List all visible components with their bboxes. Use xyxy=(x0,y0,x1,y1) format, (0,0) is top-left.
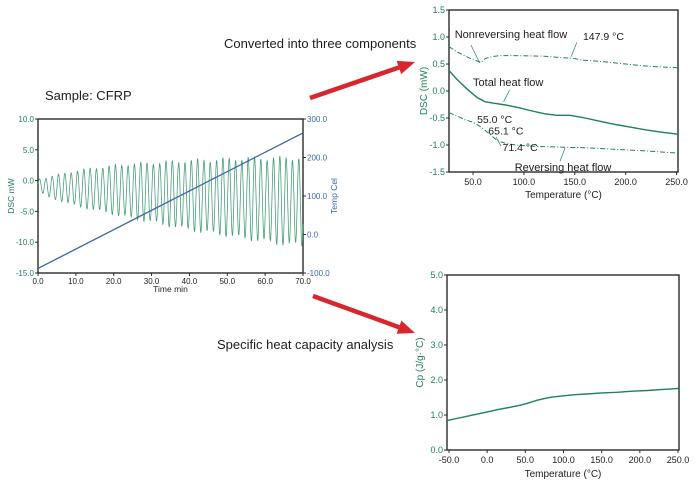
annotation-55-0-c: 55.0 °C xyxy=(477,114,513,126)
y-tick-right-label: -100.0 xyxy=(307,269,330,278)
y-axis-label: Cp (J/g·°C) xyxy=(415,337,426,387)
y-tick-right-label: 0.0 xyxy=(307,231,319,240)
annotation-reversing-heat-flow: Reversing heat flow xyxy=(515,162,612,174)
y-axis-right-label: Temp Cel xyxy=(329,178,339,214)
x-tick-label: 50.0 xyxy=(219,277,235,286)
y-axis-label: DSC (mW) xyxy=(419,67,430,115)
y-tick-label: 1.5 xyxy=(432,5,445,15)
x-tick-label: 50.0 xyxy=(464,177,482,187)
y-tick-label: 10.0 xyxy=(18,115,34,124)
x-tick-label: 100.0 xyxy=(552,455,575,465)
x-tick-label: 40.0 xyxy=(182,277,198,286)
x-tick-label: -50.0 xyxy=(439,455,460,465)
x-axis-label: Time min xyxy=(153,284,188,294)
y-tick-label: -1.5 xyxy=(429,167,445,177)
y-tick-label: 0.5 xyxy=(432,59,445,69)
x-tick-label: 10.0 xyxy=(68,277,84,286)
plot-frame xyxy=(446,274,680,451)
arrow-to-components-shaft xyxy=(309,65,400,101)
leader-71-4-c xyxy=(495,136,502,147)
x-tick-label: 250.0 xyxy=(667,455,690,465)
series-nonreversing-heat-flow xyxy=(448,46,679,69)
y-tick-label: -1.0 xyxy=(429,140,445,150)
cp-chart: -50.0 0.0 50.0 100.0 150.0 200.0 250.05.04.03.… xyxy=(415,270,689,480)
series-total-heat-flow xyxy=(448,70,679,135)
y-tick-right-label: 100.0 xyxy=(307,192,328,201)
x-tick-label: 0.0 xyxy=(481,455,494,465)
arrow-to-cp xyxy=(312,293,415,334)
y-tick-label: 4.0 xyxy=(430,305,443,315)
x-tick-label: 150.0 xyxy=(564,177,587,187)
y-tick-label: 2.0 xyxy=(430,375,443,385)
y-tick-label: 0.0 xyxy=(430,445,443,455)
y-tick-label: -0.5 xyxy=(429,113,445,123)
y-tick-label: 5.0 xyxy=(430,270,443,280)
x-tick-label: 30.0 xyxy=(144,277,160,286)
leader-reversing-heat-flow xyxy=(559,147,566,162)
annotation-65-1-c: 65.1 °C xyxy=(488,126,524,138)
x-tick-label: 100.0 xyxy=(513,177,536,187)
x-tick-label: 200.0 xyxy=(614,177,637,187)
y-axis-label: DSC mW xyxy=(6,178,16,213)
arrow-to-components-head xyxy=(396,60,415,75)
x-axis-label: Temperature (°C) xyxy=(525,469,602,480)
y-tick-label: 1.0 xyxy=(432,32,445,42)
leader-total-heat-flow xyxy=(503,89,511,102)
x-tick-label: 250.0 xyxy=(665,177,688,187)
converted-annotation: Converted into three components xyxy=(224,36,417,51)
arrow-to-cp-shaft xyxy=(312,293,400,330)
annotation-nonreversing-heat-flow: Nonreversing heat flow xyxy=(455,29,568,41)
annotation-total-heat-flow: Total heat flow xyxy=(473,77,543,89)
series-modulated-dsc-signal xyxy=(37,155,304,247)
sample-label: Sample: CFRP xyxy=(45,88,132,103)
series-specific-heat-capacity xyxy=(446,387,679,422)
annotation-147-9-c: 147.9 °C xyxy=(583,31,624,43)
specific-annotation: Specific heat capacity analysis xyxy=(217,337,394,352)
raw-chart: 0.0 10.0 20.0 30.0 40.0 50.0 60.0 70.0 10.0 5.0 0.… xyxy=(6,115,339,294)
y-tick-label: -10.0 xyxy=(16,238,35,247)
y-tick-label: 1.0 xyxy=(430,410,443,420)
y-tick-label: 3.0 xyxy=(430,340,443,350)
x-tick-label: 150.0 xyxy=(590,455,613,465)
x-tick-label: 200.0 xyxy=(629,455,652,465)
leader-nonreversing-heat-flow xyxy=(470,44,480,64)
arrow-to-components xyxy=(309,60,415,101)
arrow-to-cp-head xyxy=(396,320,415,334)
series-temperature-ramp xyxy=(37,132,304,269)
components-chart: 50.0 100.0 150.0 200.0 250.0 1.5 1.0 0.5 0.0 -0.5… xyxy=(419,5,688,201)
x-axis-label: Temperature (°C) xyxy=(525,190,602,201)
x-tick-label: 50.0 xyxy=(517,455,535,465)
x-tick-label: 60.0 xyxy=(257,277,273,286)
y-tick-label: -5.0 xyxy=(20,207,34,216)
x-tick-label: 70.0 xyxy=(295,277,311,286)
y-tick-right-label: 200.0 xyxy=(307,154,328,163)
annotation-71-4-c: 71.4 °C xyxy=(503,142,539,154)
y-tick-label: 0.0 xyxy=(23,177,35,186)
x-tick-label: 0.0 xyxy=(32,277,44,286)
y-tick-label: -15.0 xyxy=(16,269,35,278)
y-tick-right-label: 300.0 xyxy=(307,115,328,124)
x-tick-label: 20.0 xyxy=(106,277,122,286)
leader-147-9-c xyxy=(570,42,578,57)
y-tick-label: 5.0 xyxy=(23,146,35,155)
y-tick-label: 0.0 xyxy=(432,86,445,96)
